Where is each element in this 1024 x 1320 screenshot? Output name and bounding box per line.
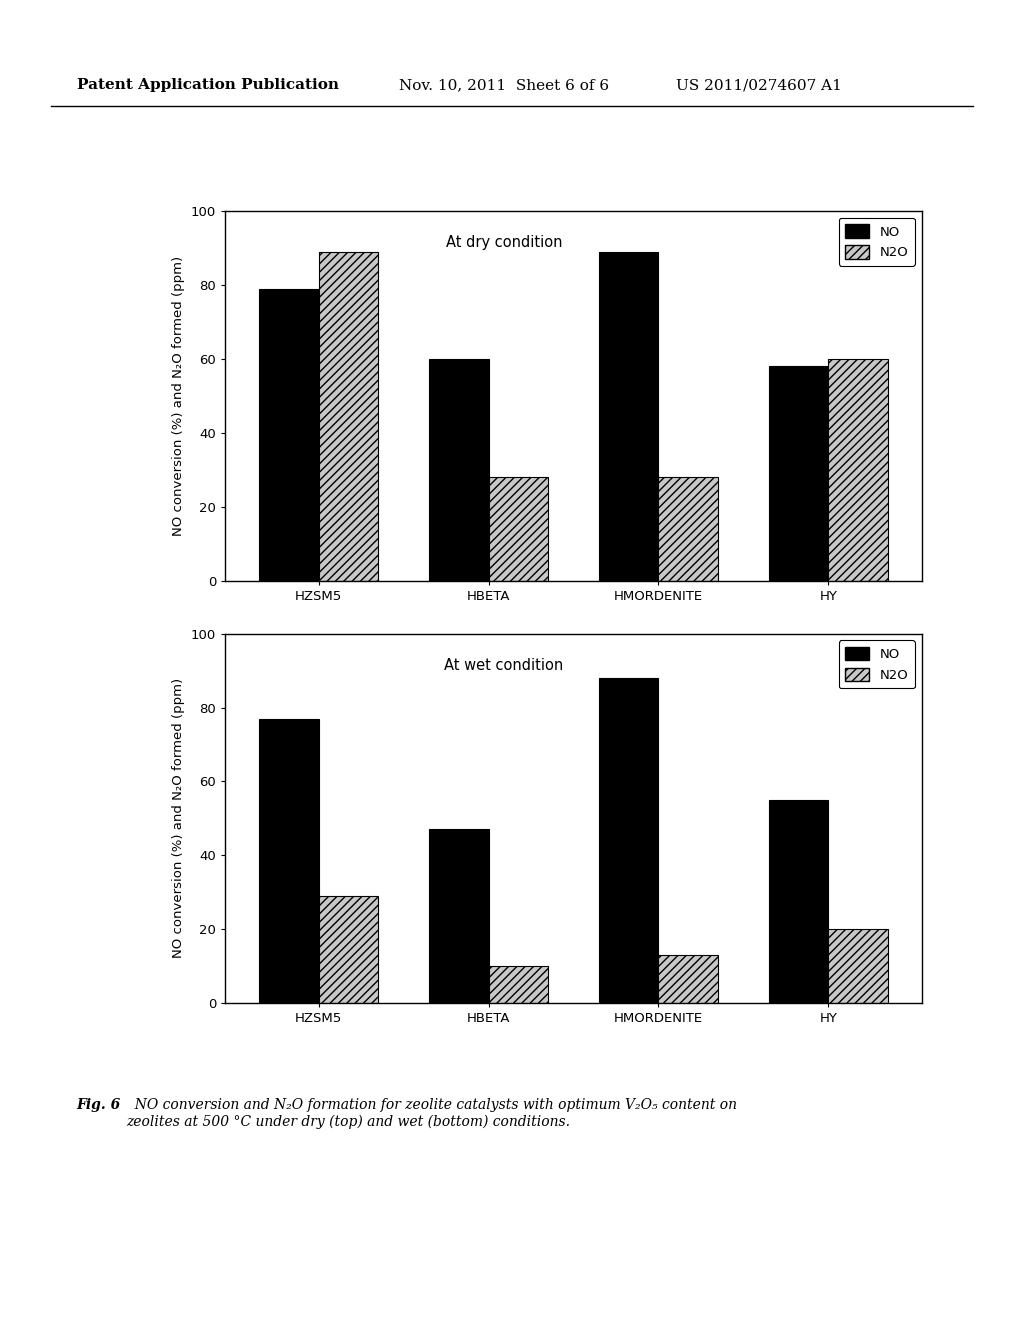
Bar: [318, 252, 378, 581]
Text: Fig. 6: Fig. 6: [77, 1098, 121, 1113]
Text: US 2011/0274607 A1: US 2011/0274607 A1: [676, 78, 842, 92]
Text: At dry condition: At dry condition: [445, 235, 562, 251]
Y-axis label: NO conversion (%) and N₂O formed (ppm): NO conversion (%) and N₂O formed (ppm): [172, 678, 185, 958]
Y-axis label: NO conversion (%) and N₂O formed (ppm): NO conversion (%) and N₂O formed (ppm): [172, 256, 185, 536]
Bar: [769, 367, 828, 581]
Bar: [599, 678, 658, 1003]
Bar: [828, 929, 888, 1003]
Bar: [259, 289, 318, 581]
Bar: [658, 956, 718, 1003]
Bar: [599, 252, 658, 581]
Text: Nov. 10, 2011  Sheet 6 of 6: Nov. 10, 2011 Sheet 6 of 6: [399, 78, 609, 92]
Text: Patent Application Publication: Patent Application Publication: [77, 78, 339, 92]
Bar: [828, 359, 888, 581]
Bar: [429, 359, 488, 581]
Bar: [318, 896, 378, 1003]
Bar: [429, 829, 488, 1003]
Bar: [488, 478, 548, 581]
Bar: [769, 800, 828, 1003]
Bar: [488, 966, 548, 1003]
Bar: [259, 718, 318, 1003]
Bar: [658, 478, 718, 581]
Text: At wet condition: At wet condition: [444, 657, 563, 673]
Legend: NO, N2O: NO, N2O: [839, 218, 915, 267]
Legend: NO, N2O: NO, N2O: [839, 640, 915, 689]
Text: NO conversion and N₂O formation for zeolite catalysts with optimum V₂O₅ content : NO conversion and N₂O formation for zeol…: [126, 1098, 737, 1129]
